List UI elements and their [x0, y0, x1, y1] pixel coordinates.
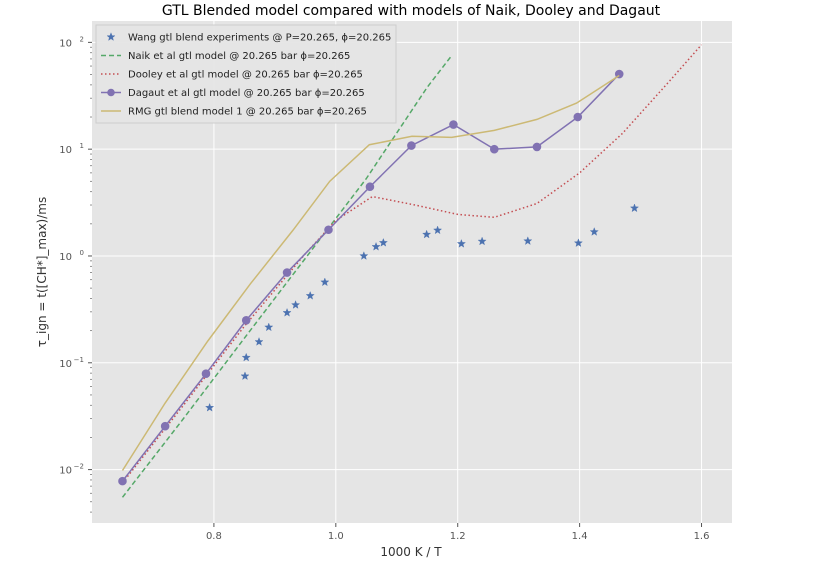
x-tick-label: 1.4: [572, 531, 588, 542]
legend-label: Wang gtl blend experiments @ P=20.265, ϕ…: [128, 33, 391, 44]
series-4: [121, 74, 620, 471]
series-line: [121, 55, 453, 498]
series-layer: [118, 44, 703, 498]
legend-entry: Dooley et al gtl model @ 20.265 bar ϕ=20…: [101, 70, 363, 81]
legend-entry: RMG gtl blend model 1 @ 20.265 bar ϕ=20.…: [101, 107, 367, 118]
data-point-star: [629, 203, 640, 213]
x-tick-label: 1.0: [328, 531, 344, 542]
data-point-star: [291, 300, 301, 309]
legend-label: Dooley et al gtl model @ 20.265 bar ϕ=20…: [128, 70, 363, 81]
legend-swatch: [106, 32, 116, 41]
data-point-circle: [573, 112, 583, 122]
data-point-star: [359, 251, 369, 260]
data-point-circle: [449, 120, 458, 129]
x-tick-label: 0.8: [206, 531, 222, 542]
x-axis: 0.8 1.0 1.2 1.4 1.6: [206, 523, 710, 542]
x-tick-label: 1.2: [450, 531, 466, 542]
data-point-star: [305, 291, 315, 300]
data-point-star: [282, 307, 292, 317]
data-point-circle: [118, 476, 127, 486]
x-axis-label: 1000 K / T: [380, 545, 442, 559]
data-point-circle: [201, 369, 211, 379]
legend-label: Naik et al gtl model @ 20.265 bar ϕ=20.2…: [128, 51, 350, 62]
x-tick-label: 1.6: [694, 531, 710, 542]
series-0: [205, 203, 640, 412]
series-3: [118, 69, 624, 486]
legend-marker: [107, 88, 115, 97]
data-point-star: [589, 227, 599, 236]
legend-entry: Wang gtl blend experiments @ P=20.265, ϕ…: [106, 32, 391, 44]
data-point-star: [422, 229, 432, 239]
series-1: [121, 55, 453, 498]
legend-label: Dagaut et al gtl model @ 20.265 bar ϕ=20…: [128, 88, 365, 99]
data-point-star: [240, 371, 250, 380]
y-minor-ticks: [90, 46, 92, 513]
y-tick-label: 10 −1: [59, 356, 84, 370]
legend: Wang gtl blend experiments @ P=20.265, ϕ…: [95, 24, 397, 124]
data-point-circle: [532, 142, 542, 152]
legend-box: [95, 24, 397, 124]
data-point-star: [523, 236, 533, 245]
series-line: [121, 74, 620, 471]
data-point-star: [456, 239, 466, 248]
y-tick-label: 10 −2: [59, 463, 84, 477]
data-point-star: [241, 352, 251, 362]
data-point-star: [205, 402, 215, 412]
data-point-star: [378, 237, 388, 247]
data-point-star: [320, 277, 330, 287]
data-point-star: [264, 322, 274, 332]
data-point-circle: [282, 268, 292, 277]
y-axis-label: τ_ign = t([CH*]_max)/ms: [35, 197, 49, 347]
data-point-star: [477, 236, 487, 246]
legend-entry: Dagaut et al gtl model @ 20.265 bar ϕ=20…: [101, 88, 365, 99]
data-point-circle: [365, 182, 375, 192]
data-point-star: [573, 238, 583, 247]
data-point-star: [433, 225, 443, 235]
data-point-circle: [241, 315, 251, 325]
y-tick-label: 10 1: [59, 142, 84, 156]
y-tick-label: 10 2: [59, 35, 84, 49]
data-point-star: [371, 241, 381, 251]
legend-label: RMG gtl blend model 1 @ 20.265 bar ϕ=20.…: [128, 107, 367, 118]
chart-title: GTL Blended model compared with models o…: [162, 3, 661, 19]
data-point-circle: [324, 225, 333, 235]
legend-entry: Naik et al gtl model @ 20.265 bar ϕ=20.2…: [101, 51, 350, 62]
data-point-star: [254, 337, 264, 346]
data-point-circle: [407, 141, 416, 150]
grid: [92, 21, 732, 523]
data-point-circle: [489, 144, 499, 154]
y-tick-label: 10 0: [59, 249, 84, 263]
data-point-circle: [160, 421, 170, 431]
